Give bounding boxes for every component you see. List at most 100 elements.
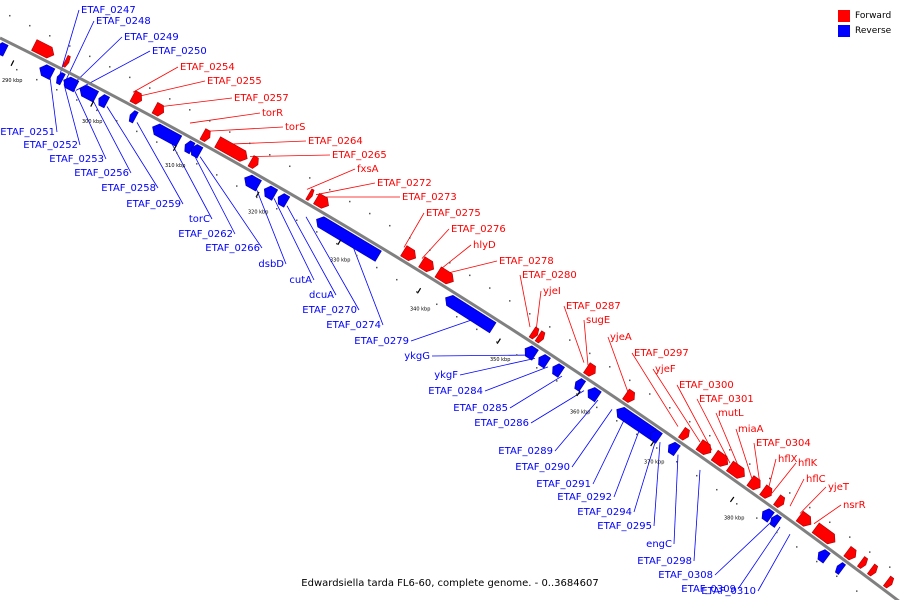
reverse-gene-leader-line: [273, 198, 315, 281]
minor-marker: [289, 165, 291, 168]
forward-gene-leader-line: [204, 126, 284, 132]
forward-gene-leader-line: [535, 290, 542, 332]
legend-label-forward: Forward: [855, 10, 892, 21]
minor-marker: [596, 406, 598, 409]
forward-gene-leader-line: [132, 66, 179, 93]
reverse-gene-arrow: [817, 549, 831, 564]
minor-marker: [749, 463, 751, 465]
forward-gene-label: ETAF_0275: [426, 208, 481, 219]
reverse-gene-label: ETAF_0285: [453, 403, 508, 414]
minor-marker: [249, 142, 251, 145]
tick-label: 340 kbp: [410, 306, 430, 312]
minor-marker: [149, 87, 151, 89]
forward-gene-leader-line: [607, 336, 629, 393]
tick-label: 310 kbp: [165, 163, 185, 169]
minor-marker: [816, 560, 818, 563]
reverse-gene-label: ETAF_0295: [597, 521, 652, 532]
minor-marker: [349, 200, 351, 203]
reverse-gene-label: ETAF_0291: [536, 479, 591, 490]
forward-gene-label: ETAF_0276: [451, 224, 506, 235]
reverse-gene-top-label: ETAF_0247: [81, 5, 136, 16]
scale-tick: [416, 287, 422, 294]
reverse-gene-arrow: [244, 174, 262, 192]
minor-marker: [49, 35, 51, 37]
reverse-gene-leader-line: [63, 84, 81, 146]
reverse-gene-label: ETAF_0310: [701, 586, 756, 597]
reverse-gene-label: ETAF_0258: [101, 183, 156, 194]
minor-marker: [236, 185, 238, 187]
minor-marker: [169, 98, 171, 100]
tick-label: 320 kbp: [248, 210, 268, 216]
minor-marker: [416, 291, 418, 293]
forward-gene-leader-line: [676, 384, 713, 451]
forward-gene-leader-line: [563, 305, 585, 363]
forward-gene-label: sugE: [586, 315, 610, 326]
reverse-gene-leader-line: [199, 156, 263, 249]
forward-gene-arrow: [811, 522, 836, 545]
reverse-gene-leader-line: [530, 390, 585, 424]
map-caption: Edwardsiella tarda FL6-60, complete geno…: [301, 578, 599, 589]
forward-gene-arrow: [528, 326, 540, 340]
forward-gene-arrow: [695, 439, 712, 456]
minor-marker: [309, 177, 311, 179]
forward-gene-leader-line: [403, 212, 425, 248]
minor-marker: [789, 492, 791, 494]
reverse-gene-label: dsbD: [258, 259, 284, 270]
reverse-gene-leader-line: [592, 418, 626, 485]
minor-marker: [716, 488, 718, 491]
forward-gene-label: mutL: [718, 408, 744, 419]
scale-tick: [10, 60, 15, 67]
minor-marker: [849, 536, 851, 538]
reverse-gene-leader-line: [554, 399, 599, 452]
reverse-gene-label: ETAF_0259: [126, 199, 181, 210]
reverse-gene-label: ETAF_0298: [637, 556, 692, 567]
scale-tick: [90, 100, 95, 107]
reverse-gene-label: ETAF_0289: [498, 446, 553, 457]
forward-gene-label: nsrR: [843, 500, 866, 511]
reverse-gene-arrow: [667, 441, 681, 457]
forward-gene-leader-line: [421, 228, 450, 259]
reverse-gene-leader-line: [49, 76, 58, 133]
reverse-gene-arrow: [0, 42, 9, 57]
forward-gene-arrow: [247, 155, 259, 169]
reverse-gene-label: ETAF_0262: [178, 229, 233, 240]
reverse-gene-label: ykgF: [434, 370, 458, 381]
minor-marker: [536, 367, 538, 369]
minor-marker: [616, 420, 618, 422]
reverse-gene-leader-line: [136, 122, 184, 205]
reverse-gene-label: ETAF_0274: [326, 320, 381, 331]
forward-gene-label: ETAF_0254: [180, 62, 235, 73]
forward-gene-arrow: [759, 484, 773, 499]
forward-gene-label: ETAF_0300: [679, 380, 734, 391]
reverse-gene-leader-line: [653, 442, 661, 527]
minor-marker: [136, 130, 138, 133]
scale-tick: [576, 390, 581, 397]
gene-labels: ETAF_0254ETAF_0255ETAF_0257torRtorSETAF_…: [0, 5, 865, 597]
forward-gene-leader-line: [139, 80, 206, 97]
minor-marker: [449, 262, 451, 264]
reverse-gene-top-label: ETAF_0249: [124, 32, 179, 43]
minor-marker: [356, 254, 358, 257]
reverse-gene-leader-line: [431, 354, 531, 357]
reverse-gene-label: ETAF_0253: [49, 154, 104, 165]
scale-tick: [496, 338, 501, 344]
minor-marker: [436, 303, 438, 306]
minor-marker: [516, 354, 518, 356]
minor-marker: [256, 196, 258, 199]
minor-marker: [736, 503, 738, 505]
forward-gene-label: torR: [262, 108, 283, 119]
minor-marker: [649, 393, 651, 395]
forward-swatch: [838, 9, 850, 22]
reverse-gene-top-label: ETAF_0248: [96, 16, 151, 27]
forward-gene-label: yjeT: [828, 482, 850, 493]
minor-marker: [776, 531, 778, 534]
forward-gene-leader-line: [315, 182, 376, 196]
reverse-gene-arrow: [39, 64, 56, 80]
minor-marker: [576, 393, 578, 395]
reverse-gene-label: engC: [646, 539, 672, 550]
scale-tick: [337, 239, 342, 246]
minor-marker: [669, 407, 671, 409]
reverse-gene-leader-line: [509, 375, 563, 409]
minor-marker: [729, 449, 731, 451]
forward-gene-label: yjeI: [543, 286, 561, 297]
